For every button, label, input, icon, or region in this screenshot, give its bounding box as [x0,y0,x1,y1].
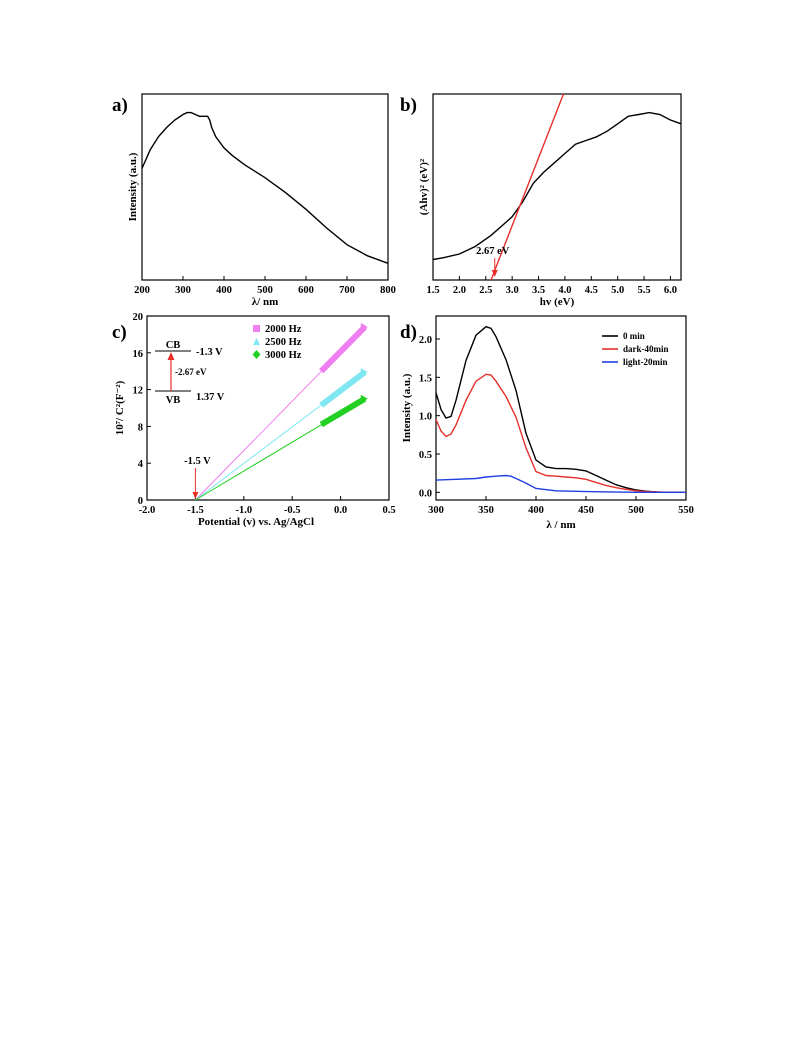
panel-label-a: a) [112,95,128,116]
x-tick-label-c-2: -1.0 [235,505,252,516]
x-axis-title-a: λ/ nm [252,296,279,308]
panel-label-c: c) [112,322,127,343]
bandgap-arrow-head-b [491,270,498,277]
series-line-b [433,111,681,261]
y-tick-label-c-4: 16 [133,349,144,360]
y-tick-label-d-4: 2.0 [419,335,432,346]
y-tick-label-c-3: 12 [133,386,144,397]
legend-label-d-2: light-20min [623,357,668,367]
data-end-c-1 [360,368,368,377]
y-axis-title-b: (Ahv)² (eV)² [418,158,430,215]
x-tick-label-d-4: 500 [628,505,644,516]
cb-label: CB [166,340,181,351]
legend-label-d-1: dark-40min [623,344,669,354]
y-tick-label-d-0: 0.0 [419,488,432,499]
x-axis-title-d: λ / nm [546,519,575,531]
data-band-c-1 [319,369,367,408]
x-tick-label-b-2: 2.5 [479,285,492,296]
vb-label: VB [166,395,181,406]
flatband-arrow-head [192,492,199,499]
x-tick-label-b-5: 4.0 [558,285,571,296]
series-line-a [141,111,389,264]
x-tick-label-d-5: 550 [678,505,694,516]
x-tick-label-c-4: 0.0 [334,505,347,516]
x-tick-label-a-3: 500 [257,285,273,296]
x-tick-label-b-8: 5.5 [638,285,651,296]
x-tick-label-b-4: 3.5 [532,285,545,296]
x-tick-label-c-1: -1.5 [187,505,204,516]
x-tick-label-b-9: 6.0 [664,285,677,296]
y-axis-title-c: 10⁷/ C²(F⁻²) [114,380,126,435]
data-end-c-0 [360,323,368,332]
data-band-c-2 [319,396,367,428]
x-tick-label-b-1: 2.0 [453,285,466,296]
legend-label-c-1: 2500 Hz [265,337,302,348]
y-tick-label-c-0: 0 [138,496,143,507]
x-tick-label-d-1: 350 [478,505,494,516]
legend-marker-c-0 [253,325,260,332]
plot-frame-a [141,93,389,281]
series-line-d-1 [435,373,686,493]
x-tick-label-d-2: 400 [528,505,544,516]
x-tick-label-a-1: 300 [175,285,191,296]
panel-b: b) 1.5 2.0 2.5 3.0 3.5 4.0 4.5 5.0 5.5 6.0 2.67 eV h… [400,93,682,308]
panel-a: a) 200 300 400 500 600 700 800 λ/ nm Intensity (a… [112,93,396,308]
x-axis-title-b: hv (eV) [540,296,575,308]
flatband-label: -1.5 V [184,456,211,467]
panel-d: d) 300 350 400 450 500 550 0.0 0.5 1.0 1.5 2.0 0 min… [400,315,694,531]
bandgap-annotation-b: 2.67 eV [476,246,510,257]
x-tick-label-b-0: 1.5 [426,285,439,296]
plot-frame-d [435,315,687,501]
y-tick-label-c-1: 4 [138,459,144,470]
x-tick-label-d-3: 450 [578,505,594,516]
data-band-c-0 [319,324,367,374]
x-axis-title-c: Potential (v) vs. Ag/AgCl [198,516,314,528]
panel-c: c) -2.0 -1.5 -1.0 -0.5 0.0 0.5 0 4 8 12 16 20 2000 Hz… [112,312,396,528]
legend-label-c-0: 2000 Hz [265,324,302,335]
y-tick-label-d-1: 0.5 [419,450,432,461]
data-end-c-2 [360,394,368,403]
cb-value: -1.3 V [196,347,223,358]
y-axis-title-d: Intensity (a.u.) [401,373,413,442]
y-tick-label-d-2: 1.0 [419,412,432,423]
x-tick-label-b-7: 5.0 [611,285,624,296]
x-tick-label-a-4: 600 [298,285,314,296]
plot-frame-b [432,93,682,281]
vb-value: 1.37 V [196,392,225,403]
x-tick-label-a-2: 400 [216,285,232,296]
x-tick-label-b-3: 3.0 [506,285,519,296]
panel-label-b: b) [400,95,417,116]
gap-arrow-head [167,352,175,360]
legend-marker-c-2 [252,350,261,359]
x-tick-label-a-0: 200 [134,285,150,296]
x-tick-label-d-0: 300 [428,505,444,516]
legend-label-c-2: 3000 Hz [265,350,302,361]
gap-label: -2.67 eV [175,367,207,377]
x-tick-label-c-0: -2.0 [139,505,156,516]
y-axis-title-a: Intensity (a.u.) [127,152,139,221]
plot-frame-c [146,315,390,501]
y-tick-label-c-2: 8 [138,422,143,433]
x-tick-label-c-3: -0.5 [284,505,301,516]
x-tick-label-a-5: 700 [339,285,355,296]
legend-label-d-0: 0 min [623,331,645,341]
series-line-d-2 [435,474,686,493]
x-tick-label-c-5: 0.5 [382,505,395,516]
legend-marker-c-1 [253,338,260,345]
tangent-line-b [490,94,565,280]
x-tick-label-a-6: 800 [380,285,396,296]
x-tick-label-b-6: 4.5 [585,285,598,296]
panel-label-d: d) [400,322,417,343]
y-tick-label-d-3: 1.5 [419,373,432,384]
y-tick-label-c-5: 20 [133,312,144,323]
